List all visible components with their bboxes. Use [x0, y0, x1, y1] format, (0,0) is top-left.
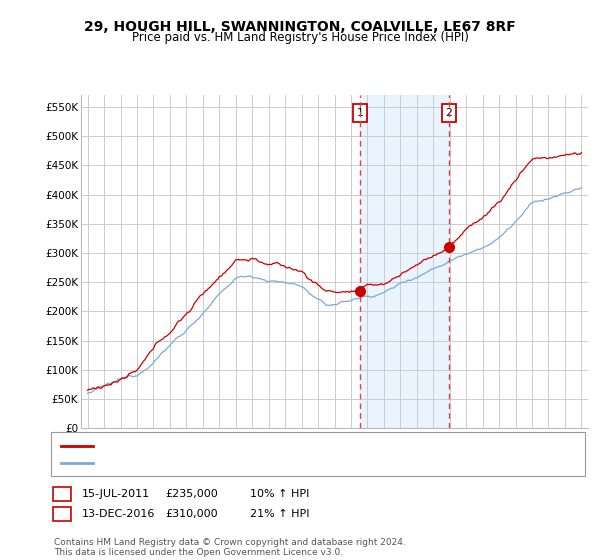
- Text: 29, HOUGH HILL, SWANNINGTON, COALVILLE, LE67 8RF (detached house): 29, HOUGH HILL, SWANNINGTON, COALVILLE, …: [99, 441, 482, 451]
- Text: HPI: Average price, detached house, North West Leicestershire: HPI: Average price, detached house, Nort…: [99, 458, 427, 468]
- Text: 1: 1: [58, 489, 65, 499]
- Text: £235,000: £235,000: [166, 489, 218, 499]
- Text: Contains HM Land Registry data © Crown copyright and database right 2024.
This d: Contains HM Land Registry data © Crown c…: [54, 538, 406, 557]
- Text: Price paid vs. HM Land Registry's House Price Index (HPI): Price paid vs. HM Land Registry's House …: [131, 31, 469, 44]
- Text: 2: 2: [446, 108, 452, 118]
- Text: 13-DEC-2016: 13-DEC-2016: [82, 509, 155, 519]
- Text: £310,000: £310,000: [166, 509, 218, 519]
- Text: 21% ↑ HPI: 21% ↑ HPI: [250, 509, 309, 519]
- Text: 10% ↑ HPI: 10% ↑ HPI: [250, 489, 309, 499]
- Text: 15-JUL-2011: 15-JUL-2011: [82, 489, 150, 499]
- Text: 2: 2: [58, 509, 65, 519]
- Text: 1: 1: [356, 108, 363, 118]
- Text: 29, HOUGH HILL, SWANNINGTON, COALVILLE, LE67 8RF: 29, HOUGH HILL, SWANNINGTON, COALVILLE, …: [84, 20, 516, 34]
- Bar: [360, 95, 449, 428]
